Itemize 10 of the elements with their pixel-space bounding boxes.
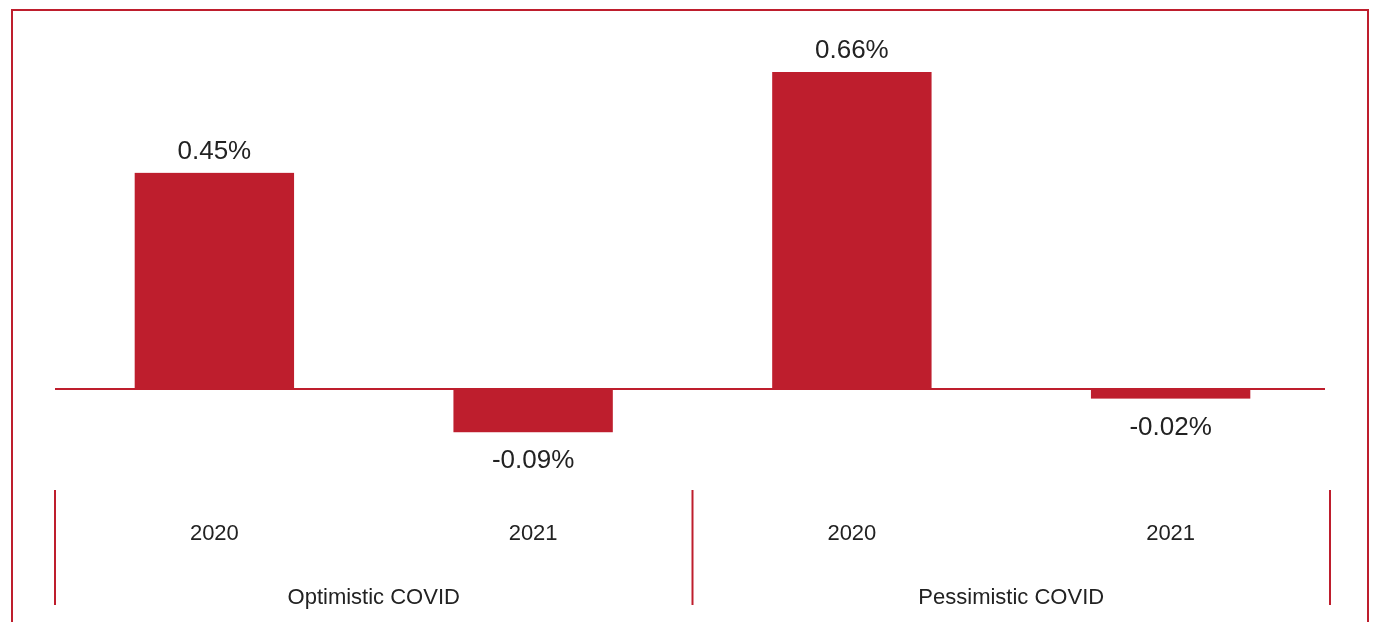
text: Optimistic COVID bbox=[287, 584, 460, 609]
text: Pessimistic COVID bbox=[918, 584, 1105, 609]
x-tick-label: 2020 bbox=[189, 520, 239, 545]
x-tick-label: 2021 bbox=[508, 520, 558, 545]
data-label: -0.09% bbox=[491, 444, 575, 475]
data-label: -0.02% bbox=[1129, 410, 1212, 441]
data-label: 0.66% bbox=[815, 34, 889, 64]
x-tick-label: 2020 bbox=[827, 520, 877, 545]
x-tick-label: 2021 bbox=[1146, 520, 1196, 545]
data-label: 0.45% bbox=[177, 134, 252, 165]
